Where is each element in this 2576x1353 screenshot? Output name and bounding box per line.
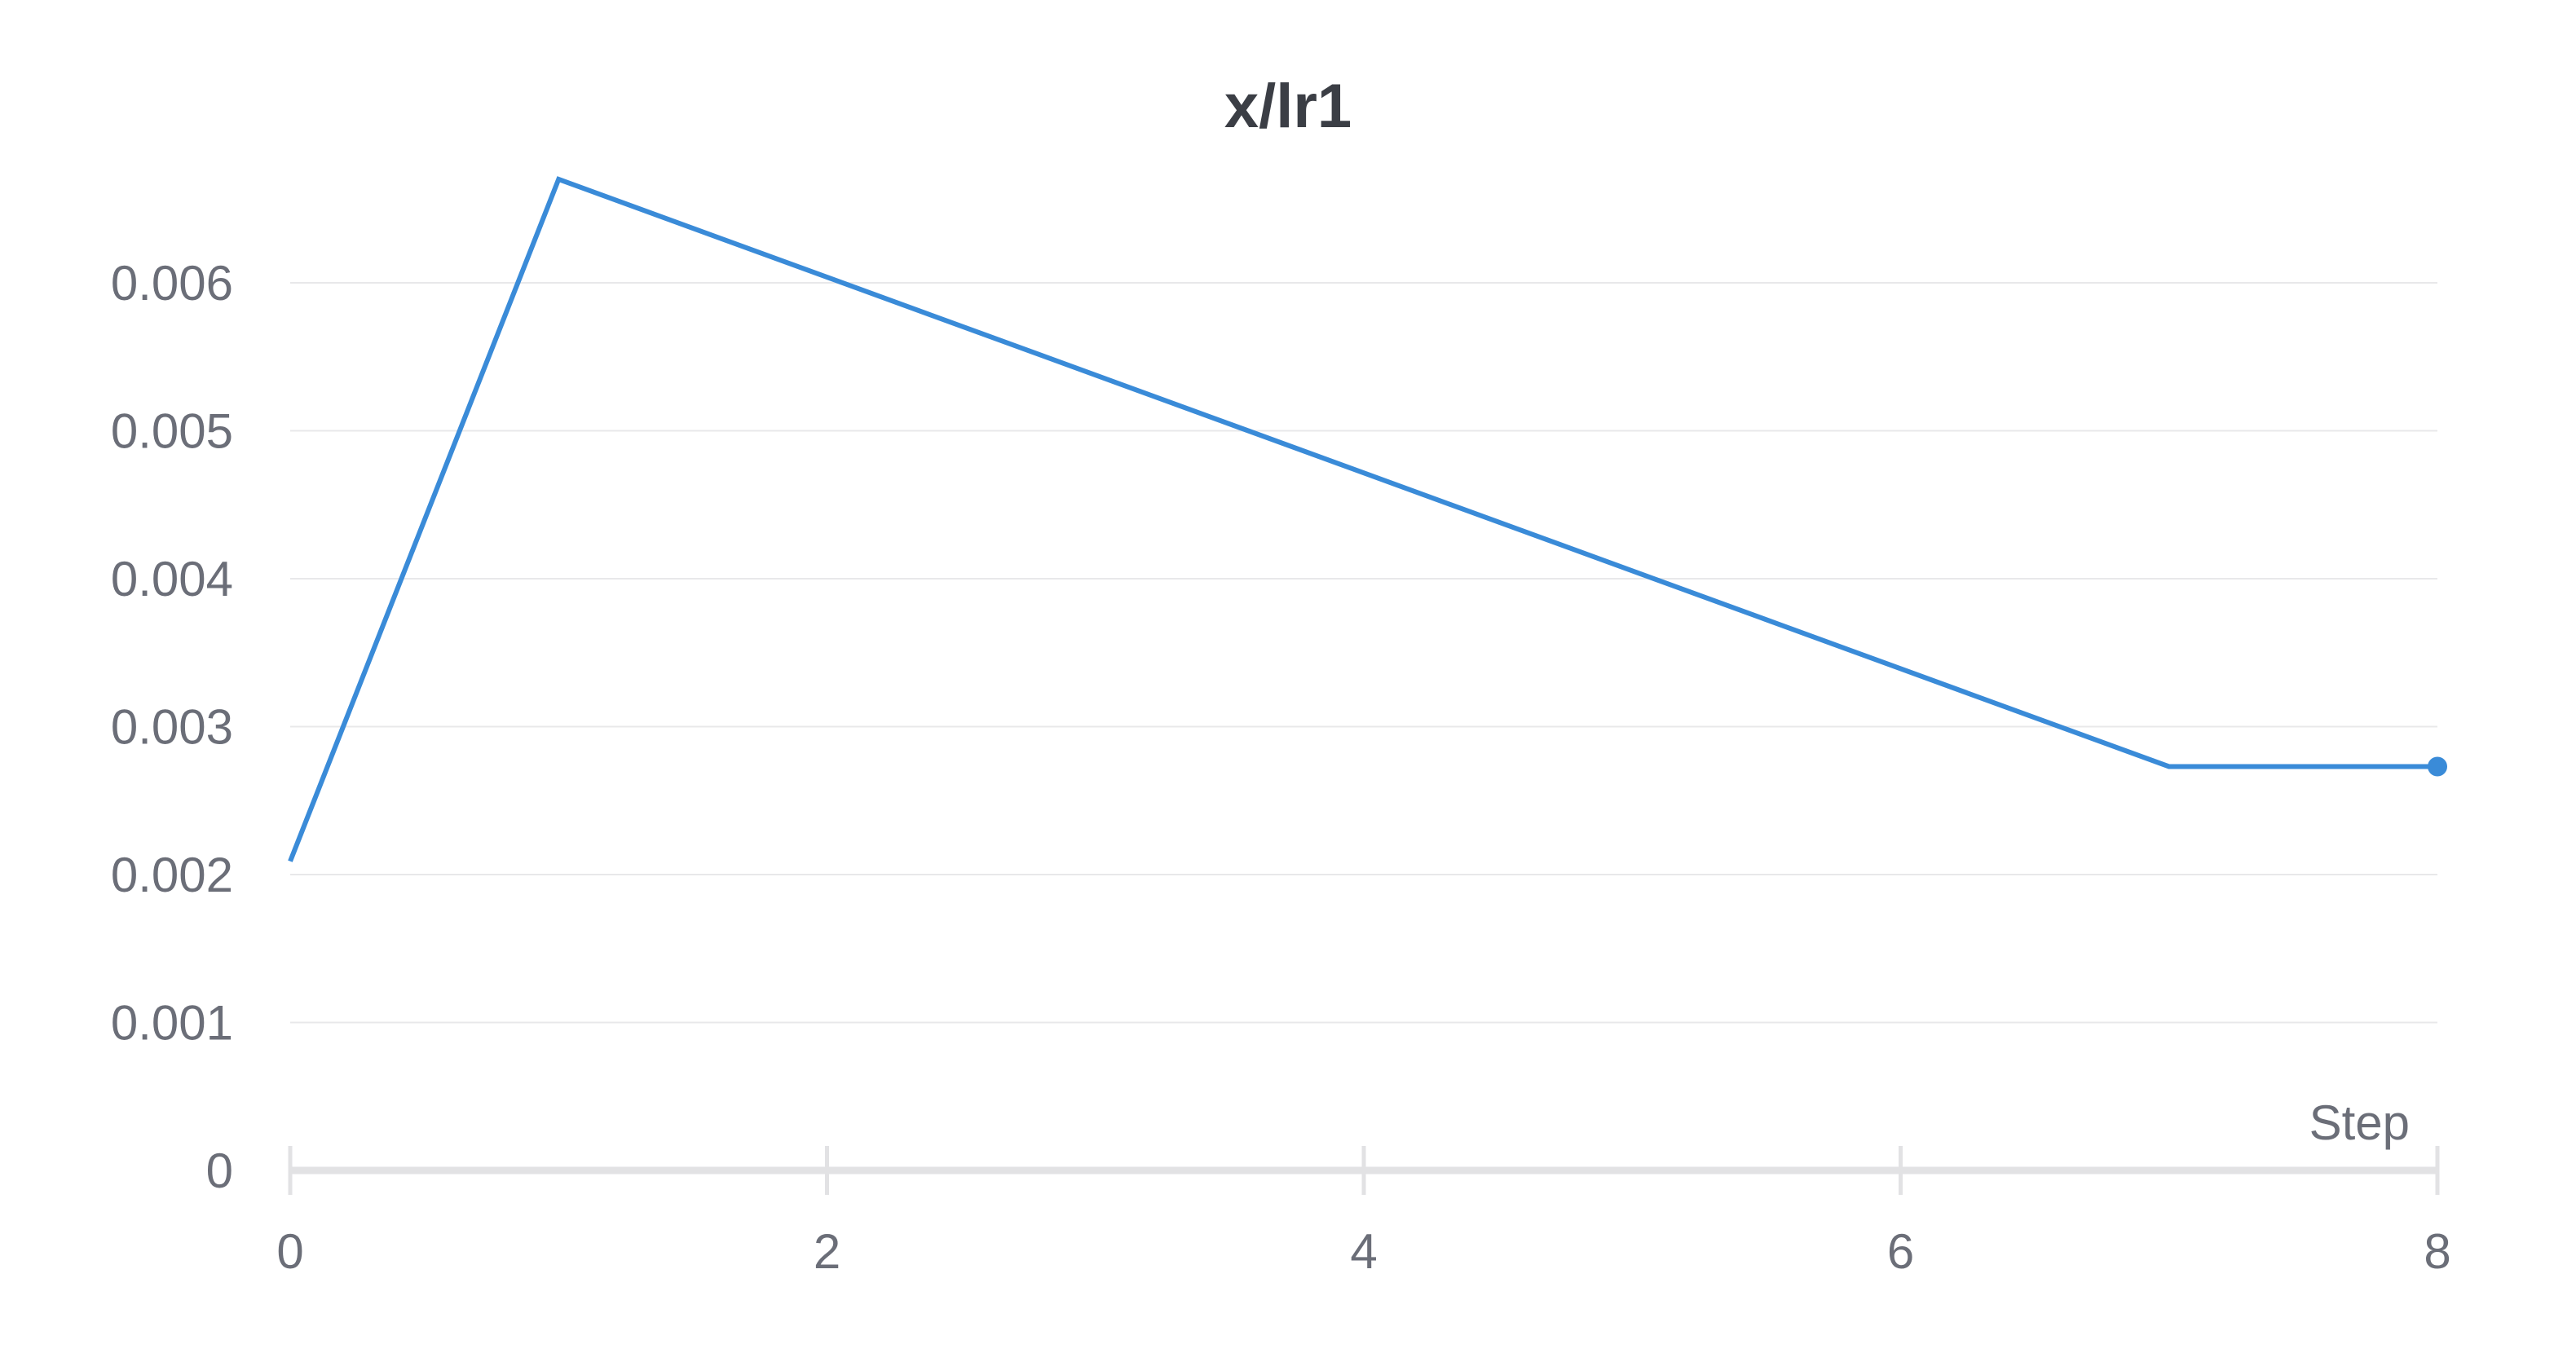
y-tick-label-2: 0.002 [111,848,233,902]
x-axis [288,1146,2440,1195]
y-tick-label-3: 0.003 [111,700,233,755]
chart-title: x/lr1 [1224,72,1352,141]
y-axis-tick-labels: 0 0.001 0.002 0.003 0.004 0.005 0.006 [111,256,233,1198]
x-axis-label: Step [2309,1095,2410,1150]
y-tick-label-4: 0.004 [111,552,233,606]
y-tick-label-5: 0.005 [111,404,233,459]
x-tick-label-2: 4 [1350,1224,1377,1279]
y-tick-label-6: 0.006 [111,256,233,311]
x-tick-label-1: 2 [814,1224,840,1279]
series-group [288,176,2447,862]
x-tick-label-0: 0 [276,1224,303,1279]
x-axis-tick-labels: 0 2 4 6 8 [276,1224,2450,1279]
y-tick-label-0: 0 [206,1144,233,1198]
data-point-0-3 [2428,756,2447,777]
grid-lines [290,282,2437,1024]
y-tick-label-1: 0.001 [111,996,233,1051]
series-line-0 [288,176,2437,862]
x-tick-label-4: 8 [2424,1224,2450,1279]
x-tick-label-3: 6 [1887,1224,1914,1279]
